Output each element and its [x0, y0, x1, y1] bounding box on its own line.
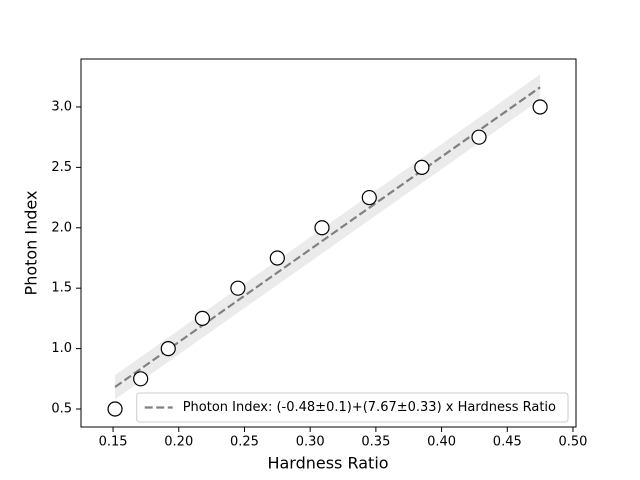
data-point: [361, 189, 377, 206]
data-point: [160, 340, 176, 357]
y-tick-label: 2.5: [51, 160, 72, 175]
legend-label: Photon Index: (-0.48±0.1)+(7.67±0.33) x …: [183, 400, 556, 415]
x-tick-label: 0.25: [230, 435, 259, 450]
legend-box: [136, 392, 569, 423]
y-tick-label: 2.0: [51, 220, 72, 235]
fit-line: [114, 86, 541, 388]
x-tick-label: 0.35: [361, 435, 390, 450]
y-axis-label: Photon Index: [22, 191, 41, 296]
y-tick-label: 3.0: [51, 99, 72, 114]
data-point: [269, 250, 285, 266]
x-tick-label: 0.20: [164, 435, 193, 450]
y-tick-label: 0.5: [51, 401, 72, 416]
x-axis-label: Hardness Ratio: [267, 454, 388, 473]
data-point: [133, 371, 149, 387]
x-tick-label: 0.40: [427, 435, 456, 450]
x-tick-label: 0.15: [99, 435, 128, 450]
data-point: [230, 280, 246, 296]
y-tick-label: 1.0: [51, 341, 72, 356]
data-point: [314, 220, 330, 236]
x-tick-label: 0.30: [296, 435, 325, 450]
data-point: [532, 99, 548, 115]
x-tick-label: 0.45: [493, 435, 522, 450]
data-point: [471, 129, 487, 145]
plot-frame: [80, 58, 577, 428]
data-point: [194, 310, 211, 326]
y-tick-label: 1.5: [51, 281, 72, 296]
data-point: [414, 159, 430, 175]
x-tick-label: 0.50: [559, 435, 588, 450]
data-point: [107, 401, 123, 417]
